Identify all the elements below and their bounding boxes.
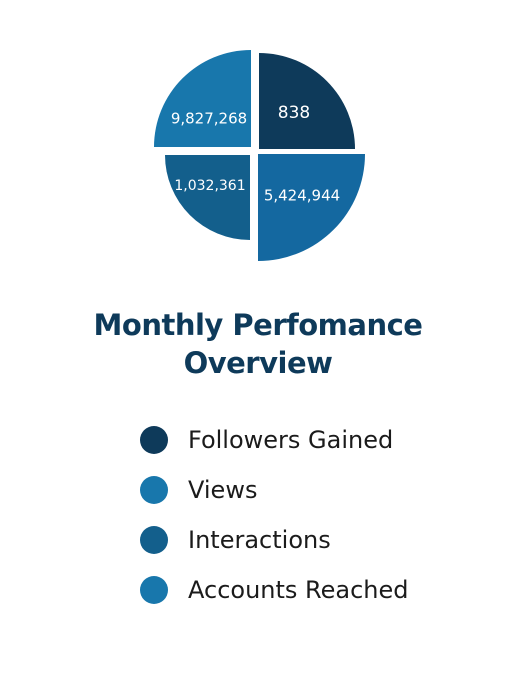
legend-item-views: Views: [140, 472, 470, 522]
legend-swatch: [140, 526, 168, 554]
legend-item-accounts-reached: Accounts Reached: [140, 572, 470, 622]
legend-label: Views: [188, 476, 258, 504]
legend-item-interactions: Interactions: [140, 522, 470, 572]
legend-label: Accounts Reached: [188, 576, 409, 604]
legend-label: Interactions: [188, 526, 331, 554]
pie-slice-label: 838: [278, 103, 310, 123]
pie-slice-views: [154, 50, 251, 147]
legend-item-followers-gained: Followers Gained: [140, 422, 470, 472]
legend-swatch: [140, 476, 168, 504]
pie-chart: 838 9,827,268 1,032,361 5,424,944: [154, 50, 365, 261]
legend-label: Followers Gained: [188, 426, 394, 454]
chart-legend: Followers Gained Views Interactions Acco…: [140, 422, 470, 622]
chart-title-line-1: Monthly Perfomance: [93, 308, 423, 342]
pie-slice-followers-gained: [259, 53, 355, 149]
pie-slice-label: 5,424,944: [264, 187, 340, 205]
pie-slice-label: 9,827,268: [171, 110, 247, 128]
legend-swatch: [140, 576, 168, 604]
pie-slice-interactions: [165, 155, 250, 240]
pie-slice-accounts-reached: [258, 154, 365, 261]
legend-swatch: [140, 426, 168, 454]
pie-slice-label: 1,032,361: [174, 178, 245, 194]
chart-title-line-2: Overview: [183, 346, 333, 380]
